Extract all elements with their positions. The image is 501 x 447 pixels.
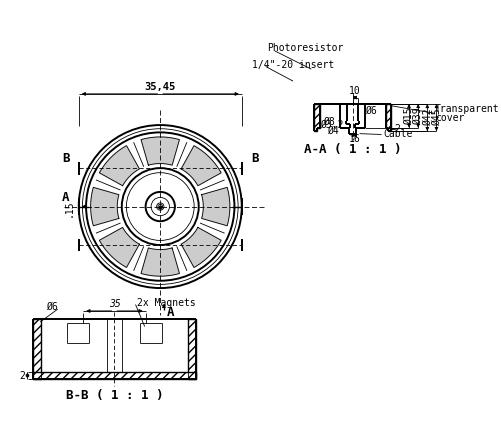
Text: B: B <box>250 152 258 165</box>
Polygon shape <box>201 187 229 226</box>
Text: 35,45: 35,45 <box>144 82 175 92</box>
Text: Photoresistor: Photoresistor <box>267 43 343 53</box>
Text: Ø3,2: Ø3,2 <box>319 120 343 130</box>
Polygon shape <box>33 319 41 379</box>
Text: Cable: Cable <box>383 130 412 139</box>
Text: cover: cover <box>434 113 463 123</box>
Text: 35: 35 <box>108 299 120 308</box>
Text: 2: 2 <box>19 371 25 380</box>
Text: Ø6: Ø6 <box>46 302 58 312</box>
Polygon shape <box>385 104 390 131</box>
Polygon shape <box>181 146 220 186</box>
Text: .15: .15 <box>64 199 74 217</box>
Polygon shape <box>181 228 220 267</box>
Text: B-B ( 1 : 1 ): B-B ( 1 : 1 ) <box>66 389 163 402</box>
Polygon shape <box>99 228 139 267</box>
Text: B: B <box>62 152 70 165</box>
Text: A-A ( 1 : 1 ): A-A ( 1 : 1 ) <box>303 143 400 156</box>
Polygon shape <box>99 146 139 186</box>
Text: Ø42: Ø42 <box>421 109 431 127</box>
Text: 2: 2 <box>394 124 399 135</box>
Text: Ø4: Ø4 <box>326 126 338 136</box>
Text: Ø45: Ø45 <box>431 109 440 127</box>
Text: A: A <box>62 191 70 204</box>
Text: Ø15: Ø15 <box>403 107 413 125</box>
Text: Ø39: Ø39 <box>412 107 422 125</box>
Polygon shape <box>33 372 195 379</box>
Polygon shape <box>141 248 179 276</box>
Text: 10: 10 <box>349 86 360 96</box>
Polygon shape <box>141 137 179 165</box>
Text: A: A <box>166 306 174 319</box>
Polygon shape <box>187 319 195 379</box>
Text: Ø8: Ø8 <box>323 117 335 127</box>
Text: 16: 16 <box>348 134 359 144</box>
Text: 1/4"-20 insert: 1/4"-20 insert <box>252 59 334 70</box>
Text: Transparent: Transparent <box>434 105 498 114</box>
Polygon shape <box>91 187 119 226</box>
Text: Ø6: Ø6 <box>364 105 376 115</box>
Text: 2x Magnets: 2x Magnets <box>137 298 196 308</box>
Polygon shape <box>314 104 319 131</box>
